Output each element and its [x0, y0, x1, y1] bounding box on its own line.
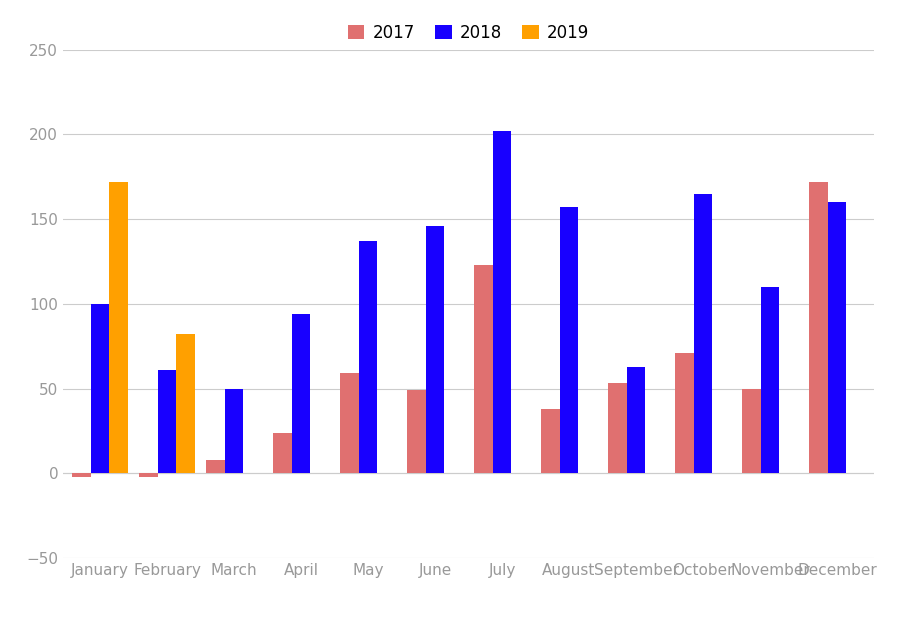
Bar [407, 390, 425, 473]
Bar [474, 265, 493, 473]
Bar [205, 459, 224, 473]
Bar [177, 334, 196, 473]
Bar [560, 207, 578, 473]
Bar [109, 182, 128, 473]
Bar [90, 304, 109, 473]
Bar [627, 366, 645, 473]
Bar [541, 409, 560, 473]
Bar [425, 226, 444, 473]
Bar [72, 473, 90, 477]
Bar [809, 182, 828, 473]
Bar [608, 383, 627, 473]
Bar [742, 389, 760, 473]
Bar [292, 314, 310, 473]
Bar [224, 389, 243, 473]
Bar [273, 433, 292, 473]
Bar [675, 353, 694, 473]
Bar [359, 241, 378, 473]
Bar [493, 131, 512, 473]
Bar [828, 202, 847, 473]
Bar [760, 287, 779, 473]
Bar [158, 370, 177, 473]
Legend: 2017, 2018, 2019: 2017, 2018, 2019 [341, 17, 596, 48]
Bar [340, 373, 359, 473]
Bar [139, 473, 158, 477]
Bar [694, 193, 713, 473]
